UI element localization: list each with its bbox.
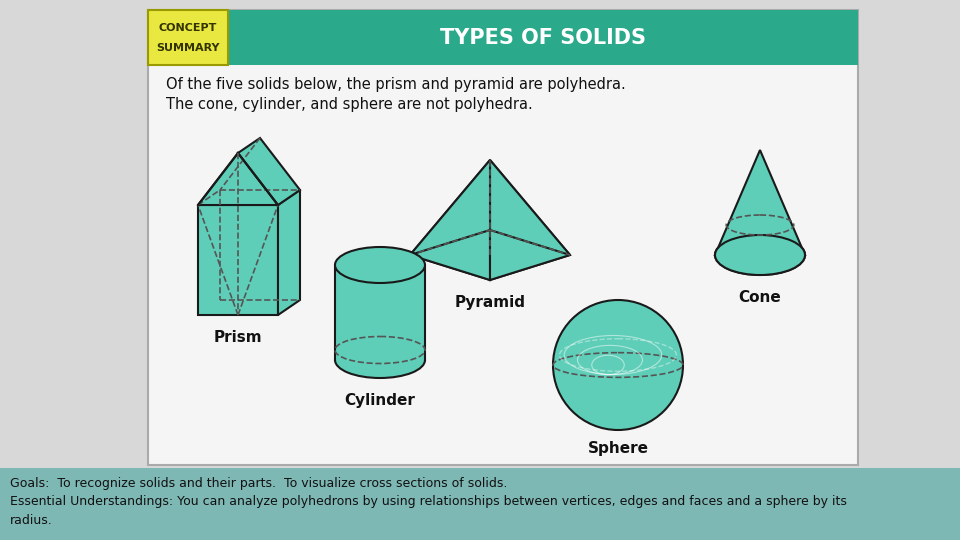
Text: Cone: Cone xyxy=(738,289,781,305)
Polygon shape xyxy=(490,160,570,255)
Text: TYPES OF SOLIDS: TYPES OF SOLIDS xyxy=(440,28,646,48)
Bar xyxy=(148,10,858,65)
Text: Sphere: Sphere xyxy=(588,441,649,456)
Text: Essential Understandings: You can analyze polyhedrons by using relationships bet: Essential Understandings: You can analyz… xyxy=(10,496,847,509)
Circle shape xyxy=(553,300,683,430)
Bar xyxy=(148,10,858,465)
Text: CONCEPT: CONCEPT xyxy=(158,23,217,33)
Polygon shape xyxy=(335,265,425,360)
Text: Cylinder: Cylinder xyxy=(345,393,416,408)
Ellipse shape xyxy=(335,342,425,378)
Text: Of the five solids below, the prism and pyramid are polyhedra.: Of the five solids below, the prism and … xyxy=(166,78,626,92)
Bar xyxy=(148,10,228,65)
Polygon shape xyxy=(198,205,278,315)
Polygon shape xyxy=(410,230,570,280)
Polygon shape xyxy=(410,160,490,255)
Text: The cone, cylinder, and sphere are not polyhedra.: The cone, cylinder, and sphere are not p… xyxy=(166,98,533,112)
Polygon shape xyxy=(490,160,570,280)
Text: Prism: Prism xyxy=(214,329,262,345)
Polygon shape xyxy=(410,160,490,280)
Text: radius.: radius. xyxy=(10,514,53,526)
Polygon shape xyxy=(198,153,278,205)
Ellipse shape xyxy=(715,235,805,275)
Text: SUMMARY: SUMMARY xyxy=(156,43,220,53)
Polygon shape xyxy=(238,138,300,205)
Polygon shape xyxy=(278,190,300,315)
Ellipse shape xyxy=(715,235,805,275)
Text: Pyramid: Pyramid xyxy=(454,294,525,309)
Ellipse shape xyxy=(335,247,425,283)
Text: Goals:  To recognize solids and their parts.  To visualize cross sections of sol: Goals: To recognize solids and their par… xyxy=(10,477,508,490)
Bar xyxy=(0,468,960,540)
Polygon shape xyxy=(715,150,805,255)
